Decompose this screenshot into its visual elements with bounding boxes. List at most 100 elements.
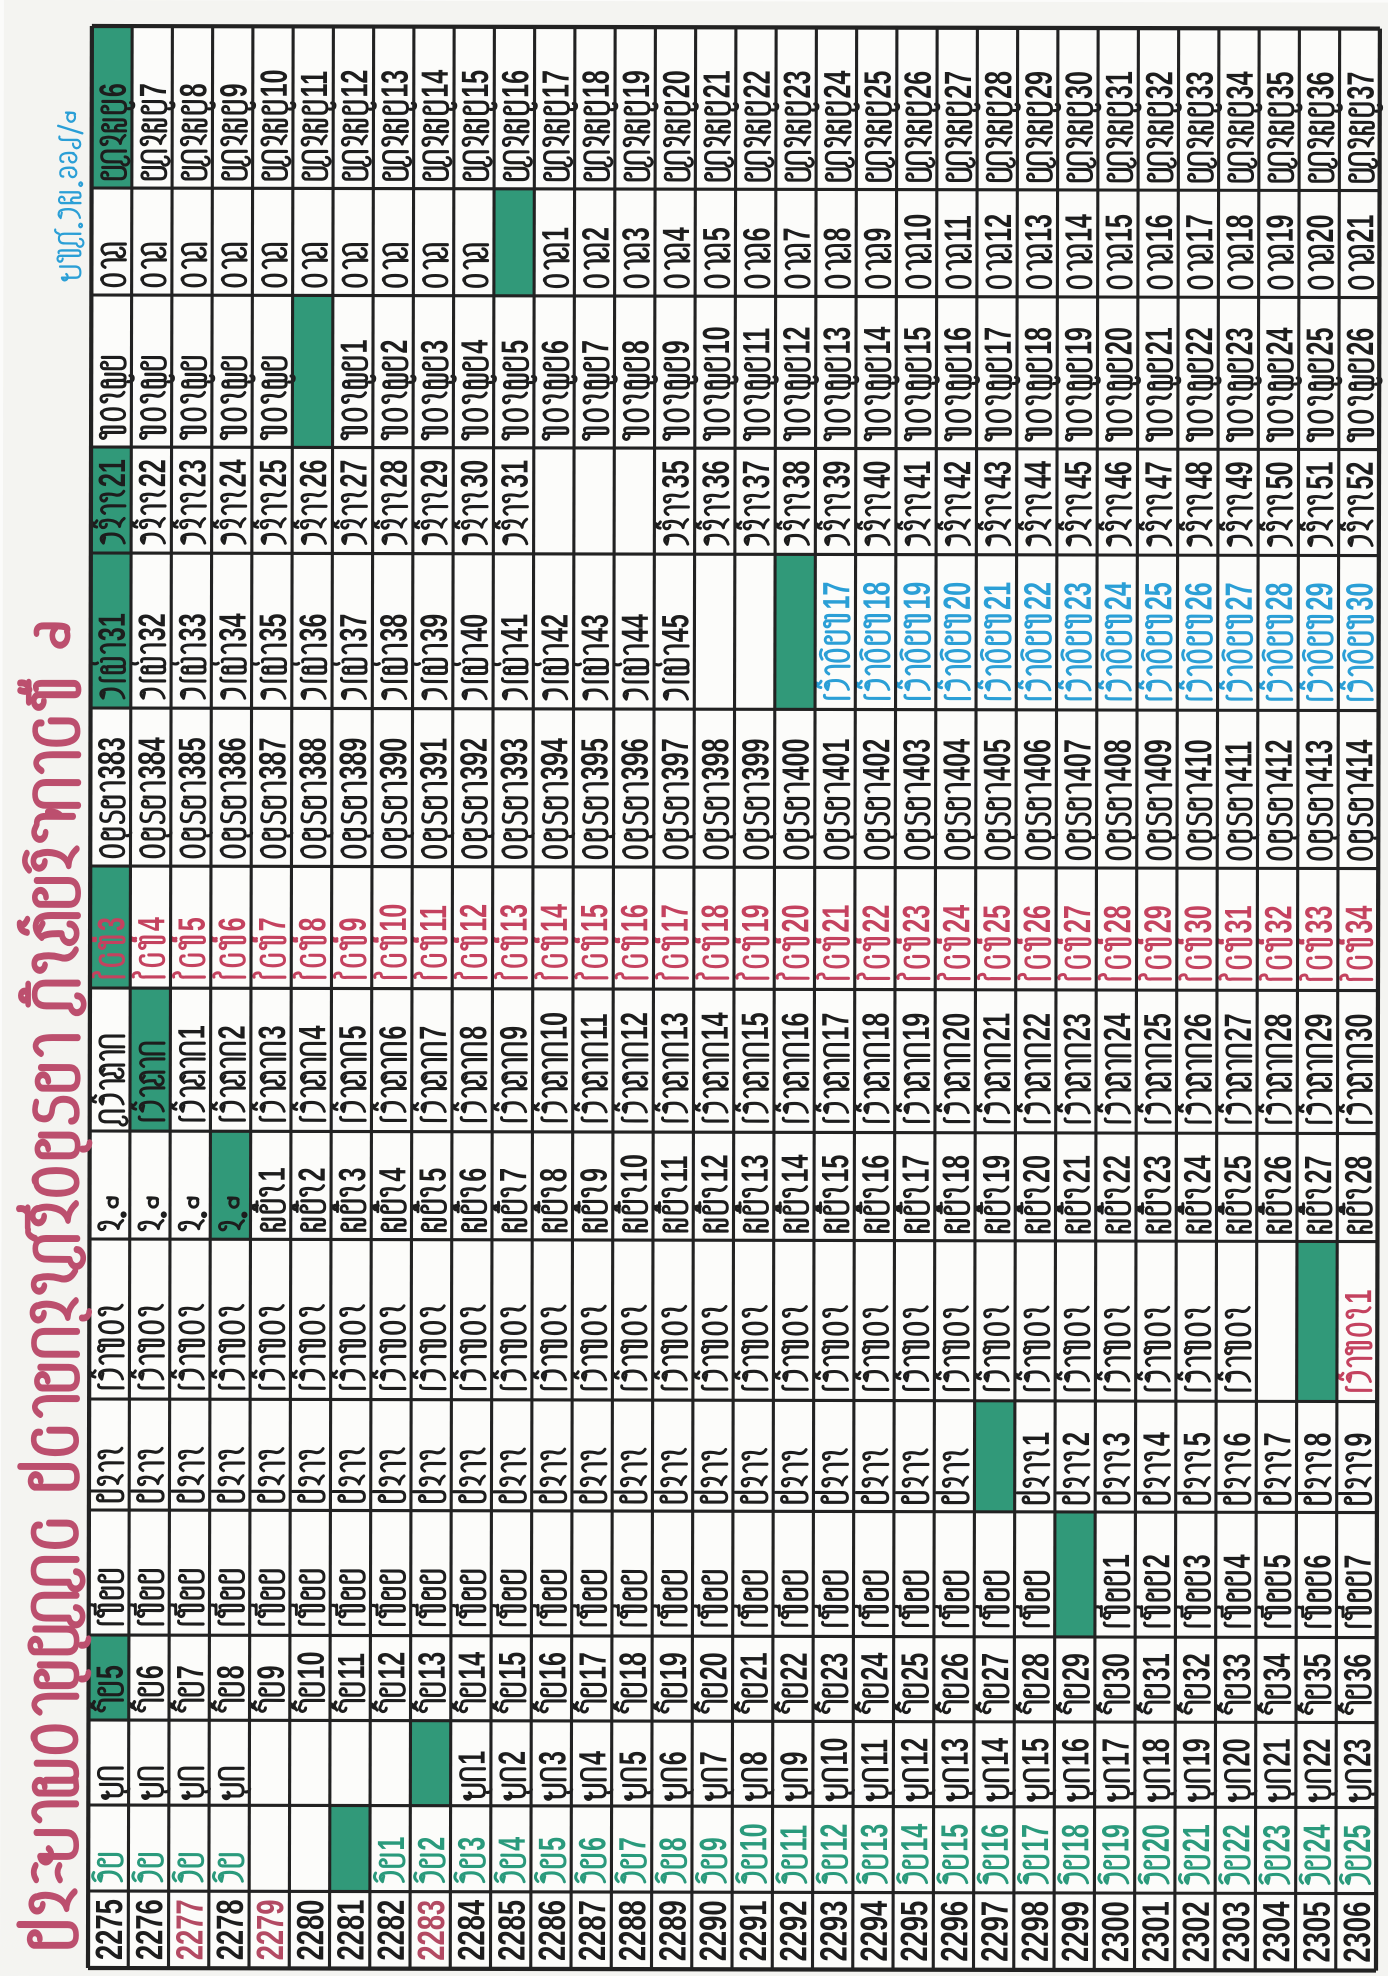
svg-text:29: 29 <box>1297 1014 1340 1042</box>
svg-text:1: 1 <box>1337 1290 1380 1304</box>
svg-text:1: 1 <box>534 227 577 241</box>
svg-text:9: 9 <box>212 83 255 97</box>
svg-text:6: 6 <box>534 340 577 354</box>
svg-text:34: 34 <box>1338 906 1381 934</box>
svg-text:20: 20 <box>1097 327 1140 355</box>
svg-text:16: 16 <box>494 70 537 98</box>
svg-text:12: 12 <box>452 904 495 932</box>
svg-text:47: 47 <box>1137 461 1180 489</box>
svg-text:385: 385 <box>171 737 214 779</box>
svg-text:2304: 2304 <box>1256 1901 1299 1962</box>
svg-text:395: 395 <box>573 738 616 780</box>
svg-text:21: 21 <box>1255 1738 1298 1766</box>
svg-text:20: 20 <box>1135 1824 1178 1852</box>
svg-text:25: 25 <box>1216 1155 1259 1183</box>
svg-text:2299: 2299 <box>1055 1901 1098 1962</box>
svg-text:2283: 2283 <box>411 1900 454 1961</box>
svg-text:17: 17 <box>571 1652 614 1680</box>
svg-text:17: 17 <box>534 70 577 98</box>
svg-text:7: 7 <box>1256 1432 1299 1446</box>
svg-text:14: 14 <box>693 1012 736 1040</box>
svg-text:31: 31 <box>1217 905 1260 933</box>
svg-text:3: 3 <box>450 1837 493 1851</box>
svg-text:44: 44 <box>1017 461 1060 489</box>
svg-text:42: 42 <box>533 614 576 642</box>
svg-text:2: 2 <box>291 1167 334 1181</box>
svg-text:2294: 2294 <box>854 1900 897 1961</box>
svg-text:391: 391 <box>412 738 455 780</box>
svg-text:25: 25 <box>1299 328 1342 356</box>
svg-text:6: 6 <box>571 1837 614 1851</box>
svg-text:48: 48 <box>1178 461 1221 489</box>
svg-text:8: 8 <box>532 1168 575 1182</box>
svg-text:12: 12 <box>977 214 1020 242</box>
svg-text:3: 3 <box>331 1168 374 1182</box>
svg-text:39: 39 <box>815 461 858 489</box>
svg-text:2: 2 <box>210 1025 253 1039</box>
svg-text:25: 25 <box>856 71 899 99</box>
svg-text:20: 20 <box>692 1652 735 1680</box>
svg-text:18: 18 <box>1054 1824 1097 1852</box>
svg-text:5: 5 <box>531 1837 574 1851</box>
svg-text:26: 26 <box>1177 582 1220 610</box>
svg-text:19: 19 <box>1258 214 1301 242</box>
svg-text:2282: 2282 <box>371 1900 414 1961</box>
svg-text:8: 8 <box>652 1837 695 1851</box>
svg-text:25: 25 <box>893 1653 936 1681</box>
svg-text:28: 28 <box>373 460 416 488</box>
svg-text:8: 8 <box>209 1665 252 1679</box>
svg-text:10: 10 <box>813 1738 856 1766</box>
svg-text:2280: 2280 <box>290 1900 333 1961</box>
svg-text:23: 23 <box>171 459 214 487</box>
svg-text:12: 12 <box>370 1652 413 1680</box>
svg-text:10: 10 <box>253 69 296 97</box>
svg-text:2302: 2302 <box>1176 1901 1219 1962</box>
svg-text:20: 20 <box>1015 1155 1058 1183</box>
svg-text:1: 1 <box>333 340 376 354</box>
svg-text:2298: 2298 <box>1015 1901 1058 1962</box>
svg-text:26: 26 <box>1176 1013 1219 1041</box>
svg-text:15: 15 <box>1014 1738 1057 1766</box>
svg-text:23: 23 <box>1056 582 1099 610</box>
svg-text:387: 387 <box>251 737 294 779</box>
svg-text:2275: 2275 <box>89 1899 132 1960</box>
svg-text:51: 51 <box>1298 462 1341 490</box>
svg-text:22: 22 <box>1296 1739 1339 1767</box>
svg-text:16: 16 <box>774 1012 817 1040</box>
svg-text:4: 4 <box>1135 1432 1178 1446</box>
svg-text:7: 7 <box>492 1168 535 1182</box>
svg-text:2: 2 <box>1135 1554 1178 1568</box>
svg-text:16: 16 <box>613 904 656 932</box>
svg-text:2305: 2305 <box>1296 1902 1339 1963</box>
svg-text:4: 4 <box>371 1168 414 1182</box>
svg-text:21: 21 <box>732 1652 775 1680</box>
svg-text:3: 3 <box>251 1025 294 1039</box>
svg-text:5: 5 <box>331 1026 374 1040</box>
svg-text:28: 28 <box>1257 1013 1300 1041</box>
svg-text:18: 18 <box>694 904 737 932</box>
svg-text:2: 2 <box>491 1751 534 1765</box>
svg-text:15: 15 <box>933 1824 976 1852</box>
svg-text:9: 9 <box>572 1168 615 1182</box>
svg-text:13: 13 <box>816 327 859 355</box>
svg-text:19: 19 <box>1175 1738 1218 1766</box>
svg-text:403: 403 <box>895 739 938 781</box>
svg-text:25: 25 <box>975 905 1018 933</box>
svg-text:8: 8 <box>452 1026 495 1040</box>
svg-text:2293: 2293 <box>813 1901 856 1962</box>
svg-text:10: 10 <box>732 1823 775 1851</box>
svg-text:12: 12 <box>813 1824 856 1852</box>
svg-text:6: 6 <box>652 1751 695 1765</box>
svg-text:14: 14 <box>533 904 576 932</box>
svg-text:2: 2 <box>1055 1432 1098 1446</box>
svg-text:12: 12 <box>613 1012 656 1040</box>
svg-text:9: 9 <box>692 1837 735 1851</box>
svg-text:26: 26 <box>1016 905 1059 933</box>
svg-text:2278: 2278 <box>210 1899 253 1960</box>
svg-text:7: 7 <box>412 1026 455 1040</box>
svg-text:21: 21 <box>695 70 738 98</box>
svg-text:15: 15 <box>734 1012 777 1040</box>
svg-text:13: 13 <box>410 1652 453 1680</box>
svg-text:7: 7 <box>775 227 818 241</box>
svg-text:2291: 2291 <box>733 1900 776 1961</box>
